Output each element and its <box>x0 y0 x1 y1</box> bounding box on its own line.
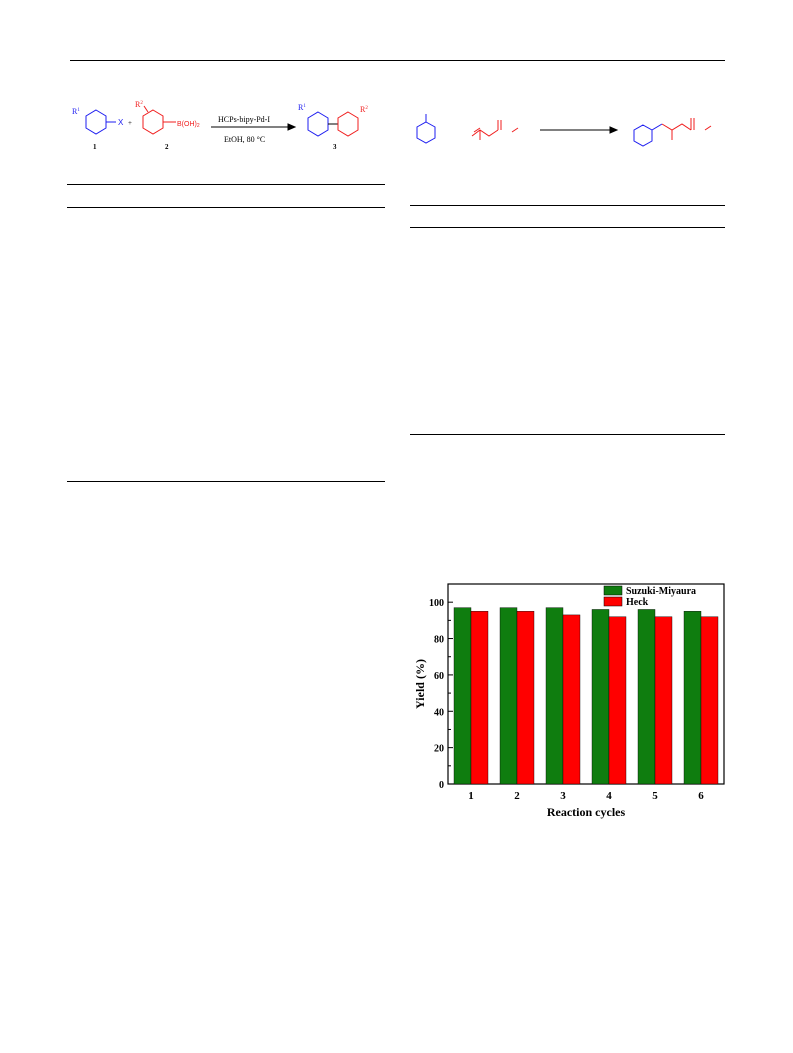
legend-swatch-suzuki <box>603 585 623 596</box>
product-r2-label: R2 <box>360 105 368 114</box>
y-tick-label: 100 <box>429 598 444 609</box>
bars <box>453 607 719 785</box>
aryl-structure <box>416 114 436 144</box>
x-tick-label: 6 <box>698 790 704 802</box>
legend-label-suzuki: Suzuki-Miyaura <box>626 586 696 597</box>
bar-heck <box>470 611 489 785</box>
y-tick-label: 80 <box>434 635 444 646</box>
bar-suzuki <box>545 607 564 785</box>
y-axis-label: Yield (%) <box>413 659 427 709</box>
heck-product-structure <box>633 118 712 147</box>
x-axis-label: Reaction cycles <box>547 805 626 819</box>
bar-heck <box>562 614 581 785</box>
table2-top-rule <box>410 205 725 206</box>
heck-scheme <box>416 114 712 147</box>
legend-label-heck: Heck <box>626 597 649 608</box>
bar-suzuki <box>591 609 610 785</box>
bar-heck <box>516 611 535 785</box>
bar-suzuki <box>453 607 472 785</box>
biaryl-product-structure <box>307 111 359 137</box>
compound-label-3: 3 <box>333 143 337 151</box>
r2-label: R2 <box>135 100 143 109</box>
table1-header-rule <box>67 207 385 208</box>
y-tick-label: 60 <box>434 671 444 682</box>
bar-heck <box>700 616 719 785</box>
legend: Suzuki-Miyaura Heck <box>603 585 696 608</box>
table1-top-rule <box>67 184 385 185</box>
compound-label-2: 2 <box>165 143 169 151</box>
x-tick-label: 4 <box>606 790 612 802</box>
x-tick-label: 1 <box>468 790 474 802</box>
header-rule <box>70 60 725 61</box>
table2-bottom-rule <box>410 434 725 435</box>
y-axis: 0 20 40 60 80 100 <box>429 598 453 791</box>
catalyst-label: HCPs-bipy-Pd-I <box>218 115 270 124</box>
methacrylate-structure <box>471 120 519 140</box>
x-tick-label: 2 <box>514 790 520 802</box>
y-tick-label: 20 <box>434 744 444 755</box>
bar-heck <box>608 616 627 785</box>
r1-label: R1 <box>72 107 80 116</box>
y-tick-label: 0 <box>439 780 444 791</box>
y-tick-label: 40 <box>434 707 444 718</box>
bar-heck <box>654 616 673 785</box>
heck-reaction-arrow <box>540 126 619 134</box>
conditions-label: EtOH, 80 °C <box>224 135 265 144</box>
bar-suzuki <box>499 607 518 785</box>
boronic-label: B(OH)2 <box>177 121 200 129</box>
table2-header-rule <box>410 227 725 228</box>
legend-swatch-heck <box>603 596 623 607</box>
boronic-acid-structure <box>142 105 176 135</box>
x-tick-label: 3 <box>560 790 566 802</box>
suzuki-scheme: R1 X + R2 B(OH)2 HCPs-bipy-Pd-I EtOH, 80… <box>72 100 368 151</box>
recycling-bar-chart: 0 20 40 60 80 100 1 2 3 4 5 6 Yield (%) Reaction c… <box>413 583 725 819</box>
reaction-arrow <box>211 123 297 131</box>
plus-sign: + <box>128 119 132 127</box>
x-tick-label: 5 <box>652 790 658 802</box>
product-r1-label: R1 <box>298 103 306 112</box>
bar-suzuki <box>683 611 702 785</box>
plot-frame <box>447 583 725 785</box>
aryl-halide-structure <box>85 109 116 135</box>
compound-label-1: 1 <box>93 143 97 151</box>
x-label: X <box>118 118 124 127</box>
bar-suzuki <box>637 609 656 785</box>
table1-bottom-rule <box>67 481 385 482</box>
